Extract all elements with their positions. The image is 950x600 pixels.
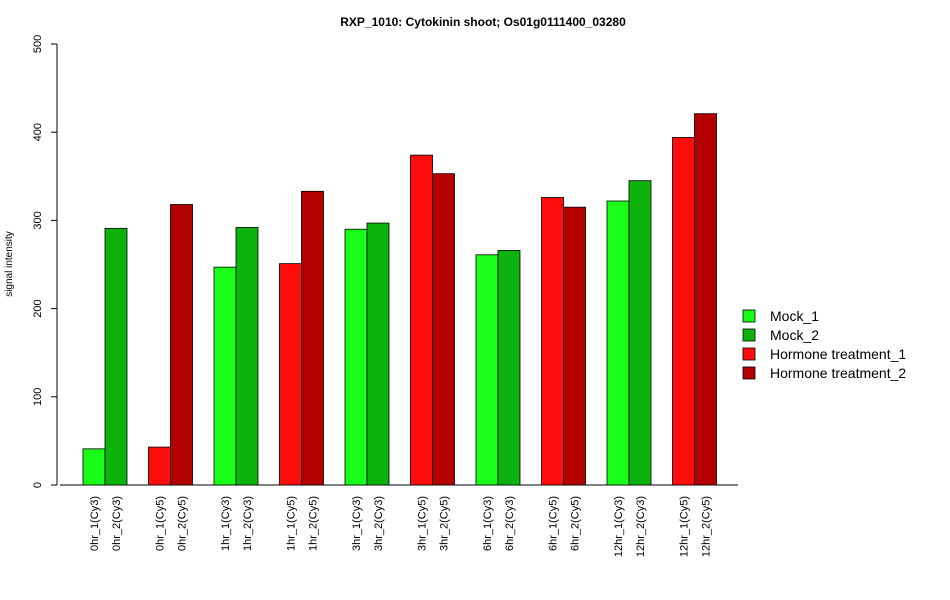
x-tick-label: 6hr_1(Cy5) — [548, 496, 560, 551]
y-tick-label: 400 — [32, 123, 44, 141]
y-axis-ticks: 0 100 200 300 400 500 — [32, 35, 57, 488]
x-tick-label: 3hr_1(Cy3) — [351, 496, 363, 551]
bar — [432, 173, 455, 486]
bar — [301, 190, 324, 486]
x-tick-label: 12hr_1(Cy3) — [613, 496, 625, 557]
legend-label: Mock_1 — [770, 308, 819, 324]
legend-label: Hormone treatment_2 — [770, 365, 906, 381]
x-tick-label: 1hr_1(Cy3) — [220, 496, 232, 551]
x-tick-label: 0hr_1(Cy5) — [155, 496, 167, 551]
bar — [235, 227, 259, 486]
bar — [628, 180, 652, 486]
x-tick-label: 0hr_2(Cy5) — [177, 496, 189, 551]
legend-label: Hormone treatment_1 — [770, 346, 906, 362]
y-tick-label: 300 — [32, 211, 44, 229]
bar — [410, 154, 433, 486]
y-tick-label: 500 — [32, 35, 44, 53]
x-tick-label: 12hr_1(Cy5) — [679, 496, 691, 557]
bar — [475, 254, 499, 486]
x-tick-label: 1hr_2(Cy3) — [242, 496, 254, 551]
legend: Mock_1 Mock_2 Hormone treatment_1 Hormone t… — [742, 308, 906, 381]
legend-swatch — [742, 328, 756, 342]
bar — [672, 137, 695, 486]
bar — [279, 263, 302, 486]
x-tick-label: 6hr_2(Cy5) — [570, 496, 582, 551]
bar — [213, 266, 237, 486]
legend-swatch — [742, 347, 756, 361]
x-tick-label: 3hr_2(Cy3) — [373, 496, 385, 551]
legend-label: Mock_2 — [770, 327, 819, 343]
bar — [82, 448, 106, 486]
y-axis-label: signal intensity — [4, 231, 15, 297]
x-tick-label: 6hr_1(Cy3) — [482, 496, 494, 551]
bar — [563, 206, 586, 486]
x-tick-label: 3hr_2(Cy5) — [439, 496, 451, 551]
bar — [541, 197, 564, 486]
x-tick-label: 0hr_1(Cy3) — [89, 496, 101, 551]
chart-title: RXP_1010: Cytokinin shoot; Os01g0111400_… — [340, 15, 626, 29]
bar — [170, 204, 193, 486]
x-tick-label: 12hr_2(Cy5) — [701, 496, 713, 557]
x-tick-label: 0hr_2(Cy3) — [111, 496, 123, 551]
bar — [694, 113, 717, 486]
bar — [497, 249, 521, 486]
x-tick-label: 3hr_1(Cy5) — [417, 496, 429, 551]
bar — [366, 222, 390, 486]
legend-swatch — [742, 309, 756, 323]
bar — [148, 446, 171, 486]
x-tick-label: 6hr_2(Cy3) — [504, 496, 516, 551]
bar-series — [82, 113, 717, 486]
bar — [344, 228, 368, 486]
x-tick-label: 1hr_2(Cy5) — [308, 496, 320, 551]
bar — [104, 227, 128, 486]
y-tick-label: 100 — [32, 388, 44, 406]
x-tick-label: 12hr_2(Cy3) — [635, 496, 647, 557]
bar — [606, 200, 630, 486]
legend-swatch — [742, 366, 756, 380]
y-tick-label: 0 — [32, 482, 44, 488]
y-tick-label: 200 — [32, 299, 44, 317]
x-axis-tick-labels: 0hr_1(Cy3) 0hr_2(Cy3) 0hr_1(Cy5) 0hr_2(Cy5)… — [89, 496, 713, 557]
x-tick-label: 1hr_1(Cy5) — [286, 496, 298, 551]
